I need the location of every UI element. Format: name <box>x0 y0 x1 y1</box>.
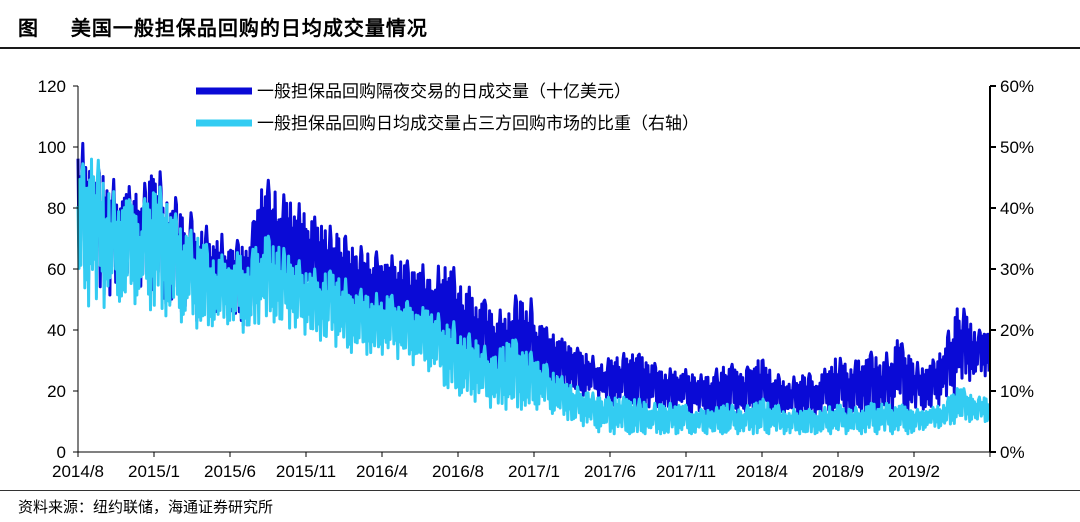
x-tick-label: 2017/6 <box>584 462 636 481</box>
line-chart: 0 20 40 60 80 100 120 0% 10% 20% 30% 40% 50% 60% 2014/… <box>38 77 1034 481</box>
y-right-tick-label: 60% <box>1000 77 1034 96</box>
y-left-tick-label: 40 <box>47 321 66 340</box>
series-lines <box>76 141 991 436</box>
y-right-tick-label: 0% <box>1000 443 1025 462</box>
y-right-tick-label: 40% <box>1000 199 1034 218</box>
y-left-tick-label: 120 <box>38 77 66 96</box>
source-note: 资料来源：纽约联储，海通证券研究所 <box>18 498 274 516</box>
title-rule <box>0 47 1080 49</box>
x-tick-label: 2017/1 <box>508 462 560 481</box>
y-left-tick-label: 20 <box>47 382 66 401</box>
y-left-tick-label: 0 <box>57 443 66 462</box>
legend-label-1: 一般担保品回购隔夜交易的日成交量（十亿美元） <box>257 82 631 101</box>
x-tick-label: 2018/4 <box>736 462 788 481</box>
y-right-tick-label: 30% <box>1000 260 1034 279</box>
x-tick-label: 2019/2 <box>888 462 940 481</box>
title-bar: 图 美国一般担保品回购的日均成交量情况 <box>0 0 1080 46</box>
legend-label-2: 一般担保品回购日均成交量占三方回购市场的比重（右轴） <box>257 114 699 133</box>
x-tick-label: 2018/9 <box>812 462 864 481</box>
y-right-tick-label: 10% <box>1000 382 1034 401</box>
x-tick-label: 2015/11 <box>276 462 336 481</box>
y-right-tick-label: 20% <box>1000 321 1034 340</box>
figure-title: 图 美国一般担保品回购的日均成交量情况 <box>18 16 428 40</box>
x-tick-label: 2014/8 <box>52 462 104 481</box>
x-tick-label: 2015/1 <box>128 462 180 481</box>
x-tick-label: 2017/11 <box>656 462 716 481</box>
x-tick-label: 2016/4 <box>356 462 408 481</box>
chart-legend: 一般担保品回购隔夜交易的日成交量（十亿美元） 一般担保品回购日均成交量占三方回购市… <box>196 82 699 133</box>
y-right-tick-label: 50% <box>1000 138 1034 157</box>
y-left-tick-label: 80 <box>47 199 66 218</box>
y-left-tick-label: 100 <box>38 138 66 157</box>
x-tick-label: 2015/6 <box>204 462 256 481</box>
series-line-2 <box>76 157 991 436</box>
source-rule <box>0 490 1080 491</box>
chart-axes: 0 20 40 60 80 100 120 0% 10% 20% 30% 40% 50% 60% 2014/… <box>38 77 1034 481</box>
y-left-tick-label: 60 <box>47 260 66 279</box>
x-tick-label: 2016/8 <box>432 462 484 481</box>
